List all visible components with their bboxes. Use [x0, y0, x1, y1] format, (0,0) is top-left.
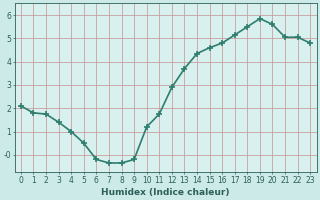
X-axis label: Humidex (Indice chaleur): Humidex (Indice chaleur)	[101, 188, 230, 197]
